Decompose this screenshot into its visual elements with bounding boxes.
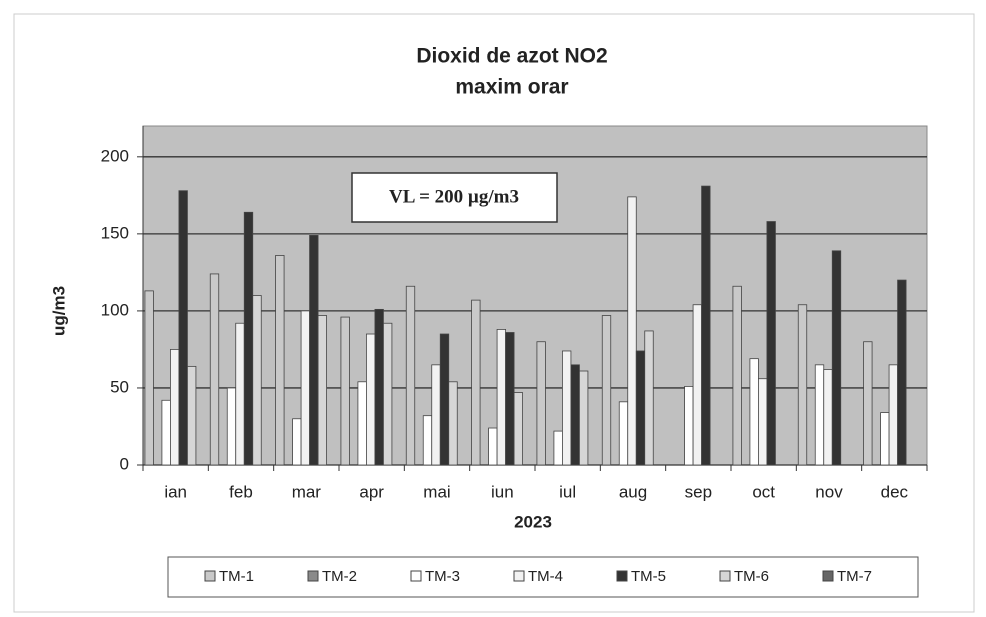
legend-label: TM-6 [734, 568, 769, 585]
legend-box [167, 556, 919, 598]
bar [766, 221, 776, 466]
legend-swatch [307, 570, 319, 582]
bar [505, 332, 515, 466]
bar [357, 381, 367, 466]
bar [422, 415, 433, 466]
bar [831, 250, 842, 466]
legend-swatch [204, 570, 216, 582]
bar [383, 322, 393, 466]
chart-title: Dioxid de azot NO2 [416, 45, 607, 68]
bar [579, 370, 589, 466]
legend-label: TM-5 [631, 568, 666, 585]
x-tick-label: oct [752, 482, 775, 501]
bar [187, 365, 197, 466]
legend: TM-1 TM-2 TM-3 TM-4 TM-5 TM-6 TM-7 [167, 556, 919, 598]
x-tick-label: apr [359, 482, 384, 501]
bar [275, 255, 285, 466]
bar [601, 315, 612, 466]
annotation: VL = 200 µg/m3 [389, 186, 519, 207]
bar [732, 285, 742, 466]
bar [618, 401, 629, 466]
legend-label: TM-1 [219, 568, 254, 585]
legend-label: TM-4 [528, 568, 563, 585]
bar [496, 328, 506, 466]
x-axis-label: 2023 [514, 512, 552, 531]
bar [431, 364, 441, 466]
x-tick-label: ian [164, 482, 187, 501]
legend-label: TM-3 [425, 568, 460, 585]
bar [448, 381, 458, 466]
bar [692, 304, 702, 466]
bar [749, 358, 759, 466]
bar [823, 369, 833, 466]
bar [897, 279, 907, 466]
y-tick-label: 0 [120, 454, 129, 473]
bar [309, 235, 319, 466]
bar [292, 418, 302, 466]
bar [562, 350, 572, 466]
legend-swatch [822, 570, 834, 582]
x-tick-label: nov [815, 482, 843, 501]
x-tick-label: feb [229, 482, 253, 501]
bar [701, 185, 711, 466]
bar [684, 386, 694, 466]
bar [439, 333, 450, 466]
legend-label: TM-2 [322, 568, 357, 585]
bar [570, 364, 580, 466]
bar [627, 196, 637, 466]
x-tick-label: sep [685, 482, 712, 501]
y-tick-label: 100 [101, 300, 129, 319]
bar [300, 310, 310, 466]
bar [635, 350, 646, 466]
bar [488, 427, 498, 466]
bar [471, 299, 481, 466]
legend-swatch [616, 570, 628, 582]
bar [243, 211, 254, 466]
bar [209, 273, 220, 466]
y-tick-label: 200 [101, 146, 129, 165]
bar [366, 333, 376, 466]
bar [814, 364, 825, 466]
legend-swatch [719, 570, 731, 582]
x-tick-label: mar [292, 482, 322, 501]
bar [317, 315, 327, 466]
bar [553, 430, 563, 466]
bar [758, 378, 768, 466]
y-tick-label: 50 [110, 377, 129, 396]
x-tick-label: iun [491, 482, 514, 501]
bar [880, 412, 890, 466]
bar [144, 290, 154, 466]
x-tick-label: mai [423, 482, 450, 501]
bar [797, 304, 808, 466]
bar [405, 285, 416, 466]
y-axis-label: ug/m3 [49, 286, 68, 336]
y-tick-label: 150 [101, 223, 129, 242]
bar [374, 308, 384, 466]
bar [170, 349, 180, 466]
bar [888, 364, 898, 466]
bar [340, 316, 350, 466]
x-tick-label: aug [619, 482, 647, 501]
bar [235, 322, 245, 466]
bar [161, 399, 171, 466]
legend-swatch [410, 570, 422, 582]
x-tick-label: dec [881, 482, 909, 501]
bar [863, 341, 873, 466]
x-tick-label: iul [559, 482, 576, 501]
annotation-box [351, 172, 558, 223]
bar [513, 392, 523, 466]
bar [226, 387, 237, 466]
bar [178, 190, 188, 466]
bar [644, 330, 654, 466]
chart-subtitle: maxim orar [455, 76, 568, 99]
bar [252, 295, 262, 466]
legend-label: TM-7 [837, 568, 872, 585]
legend-swatch [513, 570, 525, 582]
bar [536, 341, 546, 466]
